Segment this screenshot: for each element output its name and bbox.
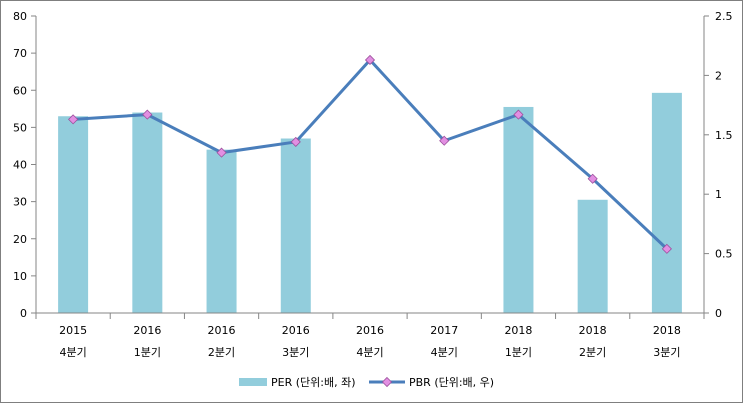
x-tick-label-year: 2015 bbox=[59, 324, 87, 337]
x-tick-label-year: 2018 bbox=[504, 324, 532, 337]
x-tick-label-quarter: 2분기 bbox=[208, 346, 235, 359]
legend-pbr-label: PBR (단위:배, 우) bbox=[409, 376, 494, 389]
y-right-tick-label: 0 bbox=[715, 307, 722, 320]
pbr-marker-0 bbox=[68, 114, 79, 125]
y-left-tick-label: 50 bbox=[13, 121, 27, 134]
x-tick-label-quarter: 4분기 bbox=[59, 346, 86, 359]
x-tick-label-quarter: 4분기 bbox=[356, 346, 383, 359]
x-tick-label-quarter: 4분기 bbox=[431, 346, 458, 359]
x-tick-label-quarter: 1분기 bbox=[134, 346, 161, 359]
y-right-tick-label: 2 bbox=[715, 69, 722, 82]
per-bar-2 bbox=[206, 149, 237, 313]
y-left-tick-label: 60 bbox=[13, 84, 27, 97]
x-tick-label-year: 2018 bbox=[653, 324, 681, 337]
x-tick-label-year: 2016 bbox=[208, 324, 236, 337]
per-bar-3 bbox=[280, 138, 311, 313]
x-tick-label-quarter: 3분기 bbox=[282, 346, 309, 359]
x-tick-label-quarter: 3분기 bbox=[653, 346, 680, 359]
pbr-marker-5 bbox=[439, 135, 450, 146]
y-left-tick-label: 10 bbox=[13, 270, 27, 283]
pbr-marker-1 bbox=[142, 109, 153, 120]
pbr-marker-2 bbox=[216, 147, 227, 158]
y-right-tick-label: 1 bbox=[715, 188, 722, 201]
pbr-marker-7 bbox=[587, 173, 598, 184]
y-left-tick-label: 40 bbox=[13, 159, 27, 172]
pbr-marker-3 bbox=[290, 136, 301, 147]
x-tick-label-year: 2018 bbox=[579, 324, 607, 337]
y-right-tick-label: 2.5 bbox=[715, 10, 733, 23]
x-tick-label-year: 2016 bbox=[133, 324, 161, 337]
y-left-tick-label: 20 bbox=[13, 233, 27, 246]
legend-per-swatch bbox=[239, 378, 267, 386]
x-tick-label-year: 2017 bbox=[430, 324, 458, 337]
x-tick-label-year: 2016 bbox=[282, 324, 310, 337]
x-tick-label-quarter: 2분기 bbox=[579, 346, 606, 359]
pbr-marker-4 bbox=[364, 54, 376, 66]
y-left-tick-label: 30 bbox=[13, 196, 27, 209]
per-bar-7 bbox=[577, 199, 608, 313]
legend-pbr-marker bbox=[381, 376, 393, 388]
y-left-tick-label: 80 bbox=[13, 10, 27, 23]
chart-axes bbox=[31, 15, 709, 319]
per-bar-6 bbox=[503, 106, 534, 313]
chart-labels: 0 10 20 30 40 50 60 70 80 0 0.5 1 1.5 2 2.5 2015 4분기 2016… bbox=[13, 10, 733, 359]
pbr-marker-6 bbox=[513, 109, 524, 120]
legend-per-label: PER (단위:배, 좌) bbox=[271, 376, 356, 389]
x-tick-label-year: 2016 bbox=[356, 324, 384, 337]
x-tick-label-quarter: 1분기 bbox=[505, 346, 532, 359]
pbr-marker-8 bbox=[661, 243, 672, 254]
y-left-tick-label: 70 bbox=[13, 47, 27, 60]
y-left-tick-label: 0 bbox=[20, 307, 27, 320]
per-bar-1 bbox=[132, 112, 163, 314]
y-right-tick-label: 1.5 bbox=[715, 129, 733, 142]
pbr-line-layer bbox=[68, 54, 672, 254]
chart-legend: PER (단위:배, 좌) PBR (단위:배, 우) bbox=[239, 376, 494, 389]
y-right-tick-label: 0.5 bbox=[715, 248, 733, 261]
per-bar-8 bbox=[651, 92, 682, 313]
per-bar-0 bbox=[58, 116, 89, 313]
per-bars bbox=[58, 92, 682, 314]
